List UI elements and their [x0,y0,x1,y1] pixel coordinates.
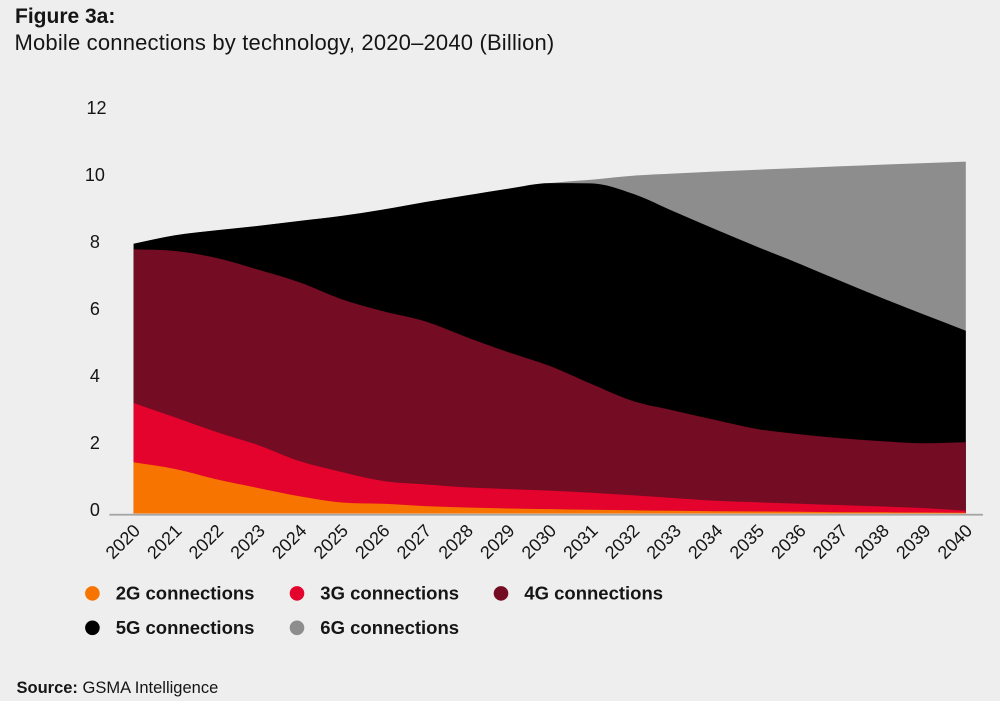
svg-text:2023: 2023 [226,520,268,562]
svg-text:10: 10 [85,165,105,185]
svg-text:2034: 2034 [684,520,726,562]
svg-text:2040: 2040 [934,520,976,562]
svg-text:2030: 2030 [518,520,560,562]
svg-text:12: 12 [86,98,106,118]
svg-text:2038: 2038 [851,520,893,562]
svg-text:3G connections: 3G connections [320,583,459,604]
svg-text:2025: 2025 [310,520,352,562]
svg-text:2020: 2020 [102,520,144,562]
svg-text:2027: 2027 [393,520,435,562]
svg-text:2031: 2031 [559,520,601,562]
svg-text:2022: 2022 [185,520,227,562]
svg-text:0: 0 [90,500,100,520]
svg-text:2037: 2037 [809,520,851,562]
svg-text:6: 6 [90,299,100,319]
svg-text:2024: 2024 [268,520,310,562]
svg-text:2039: 2039 [892,520,934,562]
svg-text:2: 2 [90,433,100,453]
svg-text:2035: 2035 [726,520,768,562]
svg-text:4: 4 [90,366,100,386]
svg-text:2036: 2036 [767,520,809,562]
svg-text:6G connections: 6G connections [320,617,459,638]
svg-text:2026: 2026 [351,520,393,562]
svg-text:5G connections: 5G connections [116,617,255,638]
svg-text:2G connections: 2G connections [116,583,255,604]
svg-text:2029: 2029 [476,520,518,562]
svg-text:2028: 2028 [435,520,477,562]
svg-text:8: 8 [90,232,100,252]
svg-text:2021: 2021 [143,520,185,562]
svg-text:2033: 2033 [643,520,685,562]
svg-text:2032: 2032 [601,520,643,562]
svg-text:4G connections: 4G connections [524,583,663,604]
